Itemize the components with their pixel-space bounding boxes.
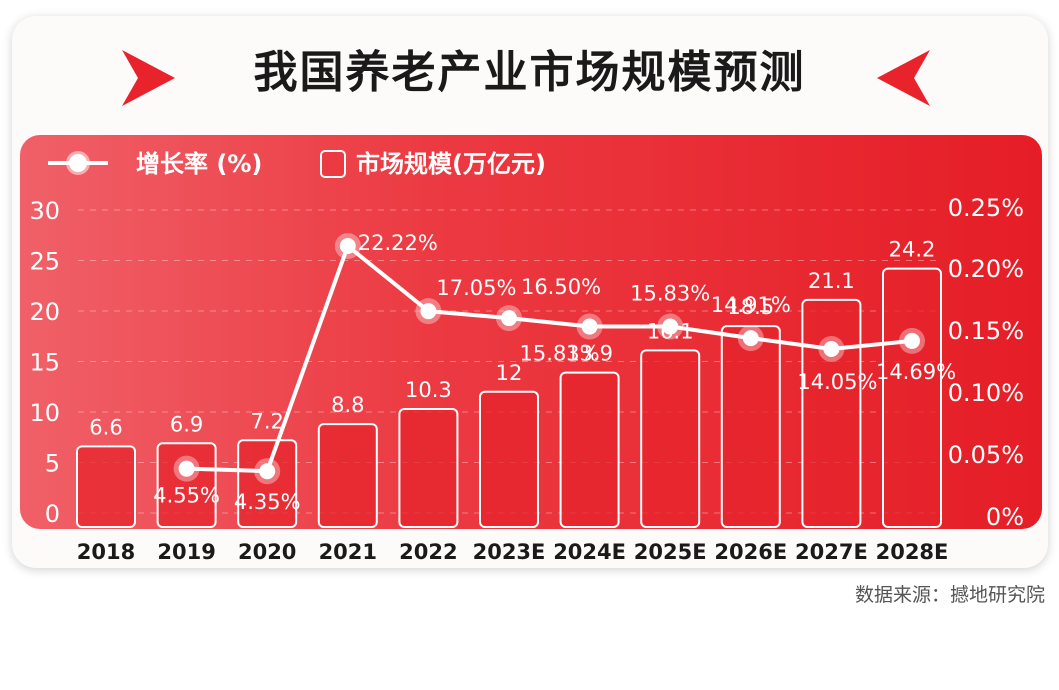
right-tick-label: 0.20% — [948, 255, 1024, 283]
x-tick-label: 2025E — [634, 540, 707, 564]
left-tick-label: 5 — [45, 450, 60, 478]
growth-point — [742, 330, 759, 347]
growth-point — [178, 460, 195, 477]
x-tick-label: 2028E — [876, 540, 949, 564]
growth-value-label: 22.22% — [358, 231, 438, 255]
bar-value-label: 18.5 — [727, 295, 774, 319]
bar — [801, 298, 862, 529]
growth-value-label: 17.05% — [436, 276, 516, 300]
growth-line: 4.55% 4.35% 22.22% 17.05% 16.50% 15.83% 15.83%… — [153, 231, 956, 514]
chevron-right-icon — [122, 50, 175, 106]
legend: 增长率 (%) 市场规模(万亿元) — [48, 150, 546, 178]
x-tick-label: 2019 — [157, 540, 215, 564]
bar-value-label: 6.6 — [89, 415, 122, 439]
growth-value-label: 15.83% — [520, 342, 600, 366]
bar — [237, 439, 298, 528]
x-tick-label: 2027E — [795, 540, 868, 564]
x-tick-label: 2020 — [238, 540, 296, 564]
growth-line-path — [186, 242, 913, 474]
legend-growth-label: 增长率 (%) — [136, 150, 262, 178]
growth-point — [420, 303, 437, 320]
bar-value-label: 24.2 — [889, 238, 936, 262]
growth-point — [339, 238, 356, 255]
bar-value-label: 6.9 — [170, 412, 203, 436]
growth-point — [501, 310, 517, 327]
x-tick-label: 2022 — [399, 540, 457, 564]
bar — [156, 442, 217, 528]
bar — [720, 325, 781, 528]
bar — [479, 390, 539, 528]
x-tick-label: 2021 — [319, 540, 377, 564]
legend-size-label: 市场规模(万亿元) — [356, 150, 546, 178]
left-tick-label: 0 — [45, 500, 60, 528]
bar-value-label: 8.8 — [331, 393, 364, 417]
left-tick-label: 30 — [29, 197, 60, 225]
left-tick-label: 15 — [29, 349, 60, 377]
bar-value-label: 21.1 — [808, 269, 855, 293]
bar-value-label: 12 — [496, 361, 523, 385]
growth-value-label: 15.83% — [630, 282, 710, 306]
bar-value-label: 7.2 — [250, 409, 283, 433]
x-tick-label: 2018 — [77, 540, 135, 564]
growth-value-label: 14.69% — [876, 360, 956, 384]
growth-point — [823, 340, 840, 357]
legend-bar-swatch — [320, 150, 346, 178]
growth-point — [581, 318, 598, 335]
left-tick-label: 25 — [29, 248, 60, 276]
right-tick-label: 0.10% — [948, 379, 1024, 407]
bar — [882, 267, 942, 528]
growth-value-label: 4.35% — [234, 490, 301, 514]
source-note: 数据来源：撼地研究院 — [854, 584, 1045, 606]
growth-point — [662, 318, 679, 335]
page-title: 我国养老产业市场规模预测 — [253, 47, 806, 98]
bar — [317, 423, 378, 528]
bar — [398, 407, 459, 528]
x-tick-label: 2023E — [473, 540, 546, 564]
right-tick-label: 0.25% — [948, 194, 1024, 222]
bar — [640, 349, 701, 529]
x-tick-label: 2026E — [714, 540, 787, 564]
growth-value-label: 14.91% — [711, 293, 791, 317]
left-tick-label: 10 — [29, 399, 60, 427]
growth-value-label: 4.55% — [153, 484, 220, 508]
bar-value-label: 13.9 — [566, 342, 613, 366]
left-tick-label: 20 — [29, 298, 60, 326]
bar-value-label: 10.3 — [405, 378, 452, 402]
x-tick-label: 2024E — [553, 540, 626, 564]
growth-point — [259, 463, 276, 480]
bar — [76, 445, 136, 528]
right-axis-ticks: 0% 0.05% 0.10% 0.15% 0.20% 0.25% — [948, 194, 1024, 531]
bar — [559, 371, 620, 528]
growth-value-label: 14.05% — [797, 370, 877, 394]
legend-dot-swatch — [66, 151, 90, 175]
right-tick-label: 0% — [986, 503, 1024, 531]
x-axis-ticks: 2018 2019 2020 2021 2022 2023E 2024E 2025E 2026E… — [77, 540, 949, 564]
growth-point — [904, 332, 920, 349]
growth-value-label: 16.50% — [521, 275, 601, 299]
right-tick-label: 0.05% — [948, 441, 1024, 469]
chevron-left-icon — [877, 50, 930, 106]
left-axis-ticks: 0 5 10 15 20 25 30 — [29, 197, 60, 528]
right-tick-label: 0.15% — [948, 317, 1024, 345]
